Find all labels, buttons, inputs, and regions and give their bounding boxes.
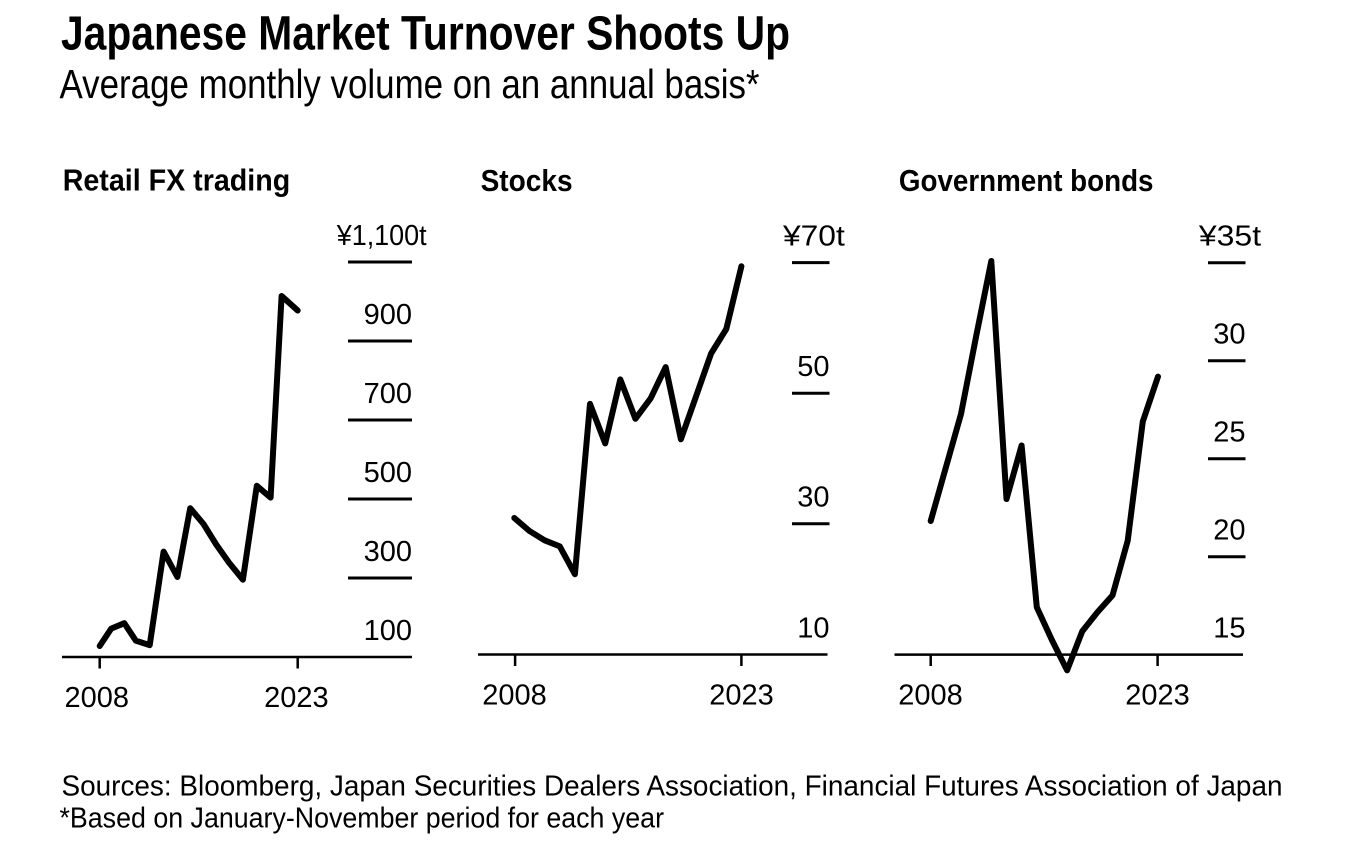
svg-text:300: 300 xyxy=(364,536,412,568)
svg-text:50: 50 xyxy=(797,351,829,383)
svg-text:*Based on January-November per: *Based on January-November period for ea… xyxy=(60,802,665,834)
svg-text:2023: 2023 xyxy=(264,682,329,714)
svg-text:2023: 2023 xyxy=(1125,680,1190,712)
svg-text:Retail FX trading: Retail FX trading xyxy=(63,162,291,197)
svg-text:¥70t: ¥70t xyxy=(782,220,845,252)
svg-text:30: 30 xyxy=(1213,319,1245,351)
svg-text:700: 700 xyxy=(364,378,412,410)
svg-text:2008: 2008 xyxy=(64,682,129,714)
svg-text:2008: 2008 xyxy=(482,680,547,712)
svg-text:Stocks: Stocks xyxy=(481,163,573,198)
svg-text:15: 15 xyxy=(1213,612,1245,644)
svg-text:25: 25 xyxy=(1213,417,1245,449)
svg-text:900: 900 xyxy=(364,299,412,331)
svg-text:10: 10 xyxy=(797,612,829,644)
svg-text:20: 20 xyxy=(1213,515,1245,547)
svg-text:Average monthly volume on an a: Average monthly volume on an annual basi… xyxy=(60,61,760,107)
svg-text:Government bonds: Government bonds xyxy=(899,163,1154,198)
svg-text:¥35t: ¥35t xyxy=(1198,221,1261,253)
svg-text:2023: 2023 xyxy=(709,680,774,712)
svg-text:2008: 2008 xyxy=(898,680,963,712)
svg-text:500: 500 xyxy=(364,457,412,489)
svg-text:Japanese Market Turnover Shoot: Japanese Market Turnover Shoots Up xyxy=(61,7,790,60)
svg-text:30: 30 xyxy=(797,482,829,514)
svg-text:100: 100 xyxy=(364,615,412,647)
svg-text:Sources: Bloomberg, Japan Secu: Sources: Bloomberg, Japan Securities Dea… xyxy=(62,771,1283,803)
svg-text:¥1,100t: ¥1,100t xyxy=(336,220,427,252)
